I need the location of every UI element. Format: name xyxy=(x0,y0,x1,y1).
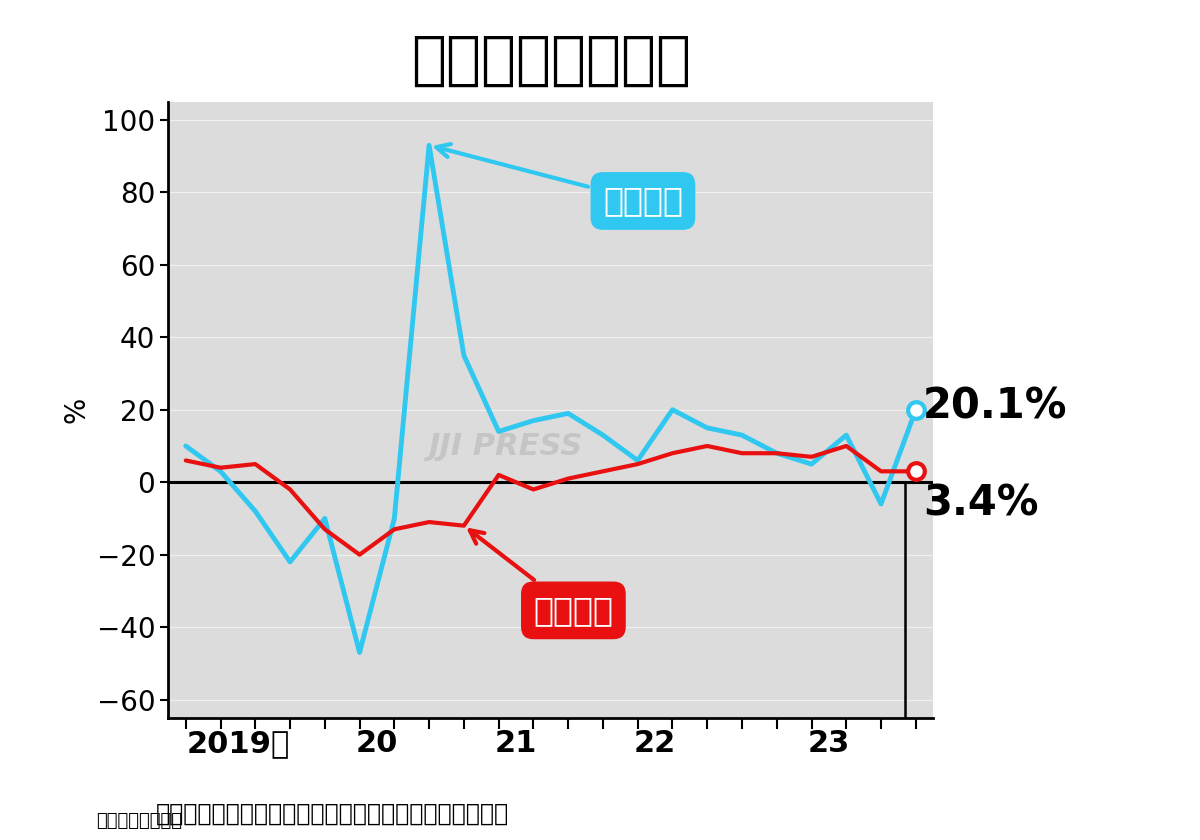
Text: 20.1%: 20.1% xyxy=(923,385,1067,427)
Text: JJI PRESS: JJI PRESS xyxy=(427,433,582,461)
Text: 3.4%: 3.4% xyxy=(923,483,1038,525)
Text: 経常利益: 経常利益 xyxy=(437,144,683,218)
Text: 設備投資: 設備投資 xyxy=(469,530,613,627)
Title: 法人企業統計調査: 法人企業統計調査 xyxy=(410,32,691,89)
Text: （四半期ベース、前年同期比増減率、金融機関を除く）: （四半期ベース、前年同期比増減率、金融機関を除く） xyxy=(156,802,509,827)
Text: 法人企業統計調査: 法人企業統計調査 xyxy=(96,812,182,830)
Y-axis label: %: % xyxy=(62,396,91,423)
